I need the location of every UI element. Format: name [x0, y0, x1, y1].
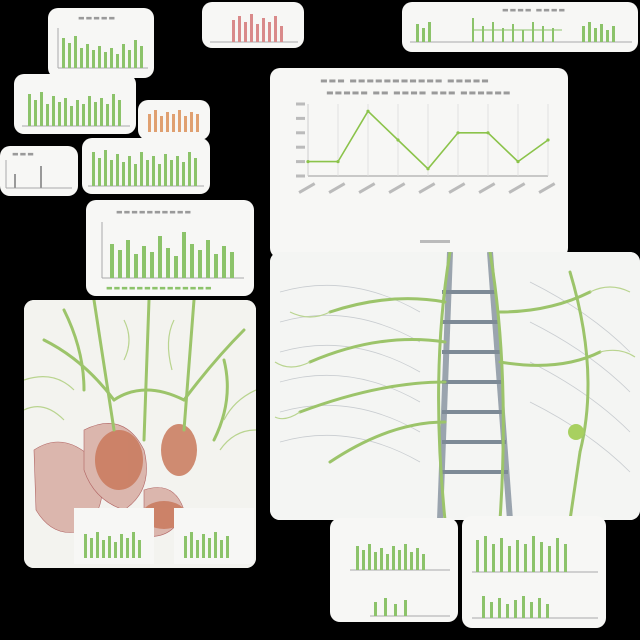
mini-bar-chart-4-bars	[88, 150, 204, 187]
mini-chart-3-title-blur: ▬▬▬	[12, 150, 35, 158]
x-tick-mark-3	[388, 182, 406, 194]
vascular-illustration-left	[24, 300, 256, 568]
x-tick-mark-1	[328, 182, 346, 194]
mini-chart-3-plot	[5, 160, 72, 189]
mini-bar-chart-7-bars	[472, 536, 598, 619]
mini-chart-5-title-blur: ▬▬▬▬▬▬▬▬▬▬	[116, 208, 193, 216]
data-point-0	[306, 160, 310, 164]
data-point-8	[546, 138, 550, 142]
x-tick-mark-8	[538, 182, 556, 194]
y-tick-mark-2	[296, 145, 305, 149]
y-tick-mark-1	[296, 160, 305, 164]
mini-bar-chart-4	[82, 138, 210, 194]
data-point-4	[426, 167, 430, 171]
mini-chart-5-label-blur: ▬▬▬▬▬▬▬▬▬▬▬▬▬▬	[106, 284, 213, 292]
data-point-2	[366, 109, 370, 113]
mini-chart-3: ▬▬▬	[0, 146, 78, 196]
data-point-6	[486, 131, 490, 135]
main-line-chart: ▬▬▬ ▬▬▬▬▬▬▬▬▬▬▬ ▬▬▬▬▬ ▬▬▬▬▬ ▬▬ ▬▬▬▬ ▬▬▬ …	[270, 68, 568, 258]
mini-bar-chart-5-bars	[101, 222, 244, 279]
data-point-1	[336, 160, 340, 164]
data-point-7	[516, 160, 520, 164]
mini-bar-chart-1-bars	[57, 28, 148, 69]
mini-bar-chart-6	[330, 518, 458, 622]
y-tick-mark-4	[296, 116, 305, 120]
x-tick-mark-2	[358, 182, 376, 194]
main-chart-title-blur-1: ▬▬▬ ▬▬▬▬▬▬▬▬▬▬▬ ▬▬▬▬▬	[320, 76, 490, 85]
mini-bar-chart-red	[202, 2, 304, 48]
spine-illustration	[270, 252, 640, 520]
y-tick-mark-0	[296, 174, 305, 178]
mini-bar-chart-5: ▬▬▬▬▬▬▬▬▬▬ ▬▬▬▬▬▬▬▬▬▬▬▬▬▬	[86, 200, 254, 296]
data-point-3	[396, 138, 400, 142]
y-tick-mark-5	[296, 102, 305, 106]
x-tick-mark-7	[508, 182, 526, 194]
data-point-5	[456, 131, 460, 135]
mini-bar-chart-orange	[138, 100, 210, 140]
mini-bar-chart-6-bars	[350, 544, 450, 617]
x-tick-mark-0	[298, 182, 316, 194]
mini-bar-chart-2-bars	[22, 92, 130, 127]
mini-bar-chart-2	[14, 74, 136, 134]
x-axis-label-mark	[420, 240, 450, 243]
x-tick-mark-6	[478, 182, 496, 194]
mini-bar-chart-1: ▬▬▬▬▬	[48, 8, 154, 78]
mini-bar-chart-red-bars	[210, 14, 298, 43]
top-right-strip-chart: ▬▬▬▬ ▬▬▬▬	[402, 2, 638, 52]
spine-illustration-icon	[270, 252, 640, 520]
top-right-strip-bars	[410, 18, 632, 43]
mini-chart-1-title-blur: ▬▬▬▬▬	[78, 14, 117, 22]
main-chart-title-blur-2: ▬▬▬▬▬ ▬▬ ▬▬▬▬ ▬▬▬ ▬▬▬▬▬▬	[326, 88, 512, 97]
x-tick-mark-4	[418, 182, 436, 194]
mini-bar-chart-7	[462, 516, 606, 628]
vascular-illustration-left-footer-bars	[74, 508, 254, 564]
y-tick-mark-3	[296, 131, 305, 135]
mini-bar-chart-orange-bars	[148, 110, 199, 132]
main-line-chart-svg	[296, 102, 556, 243]
x-tick-mark-5	[448, 182, 466, 194]
strip-title-blur: ▬▬▬▬ ▬▬▬▬	[502, 6, 567, 14]
